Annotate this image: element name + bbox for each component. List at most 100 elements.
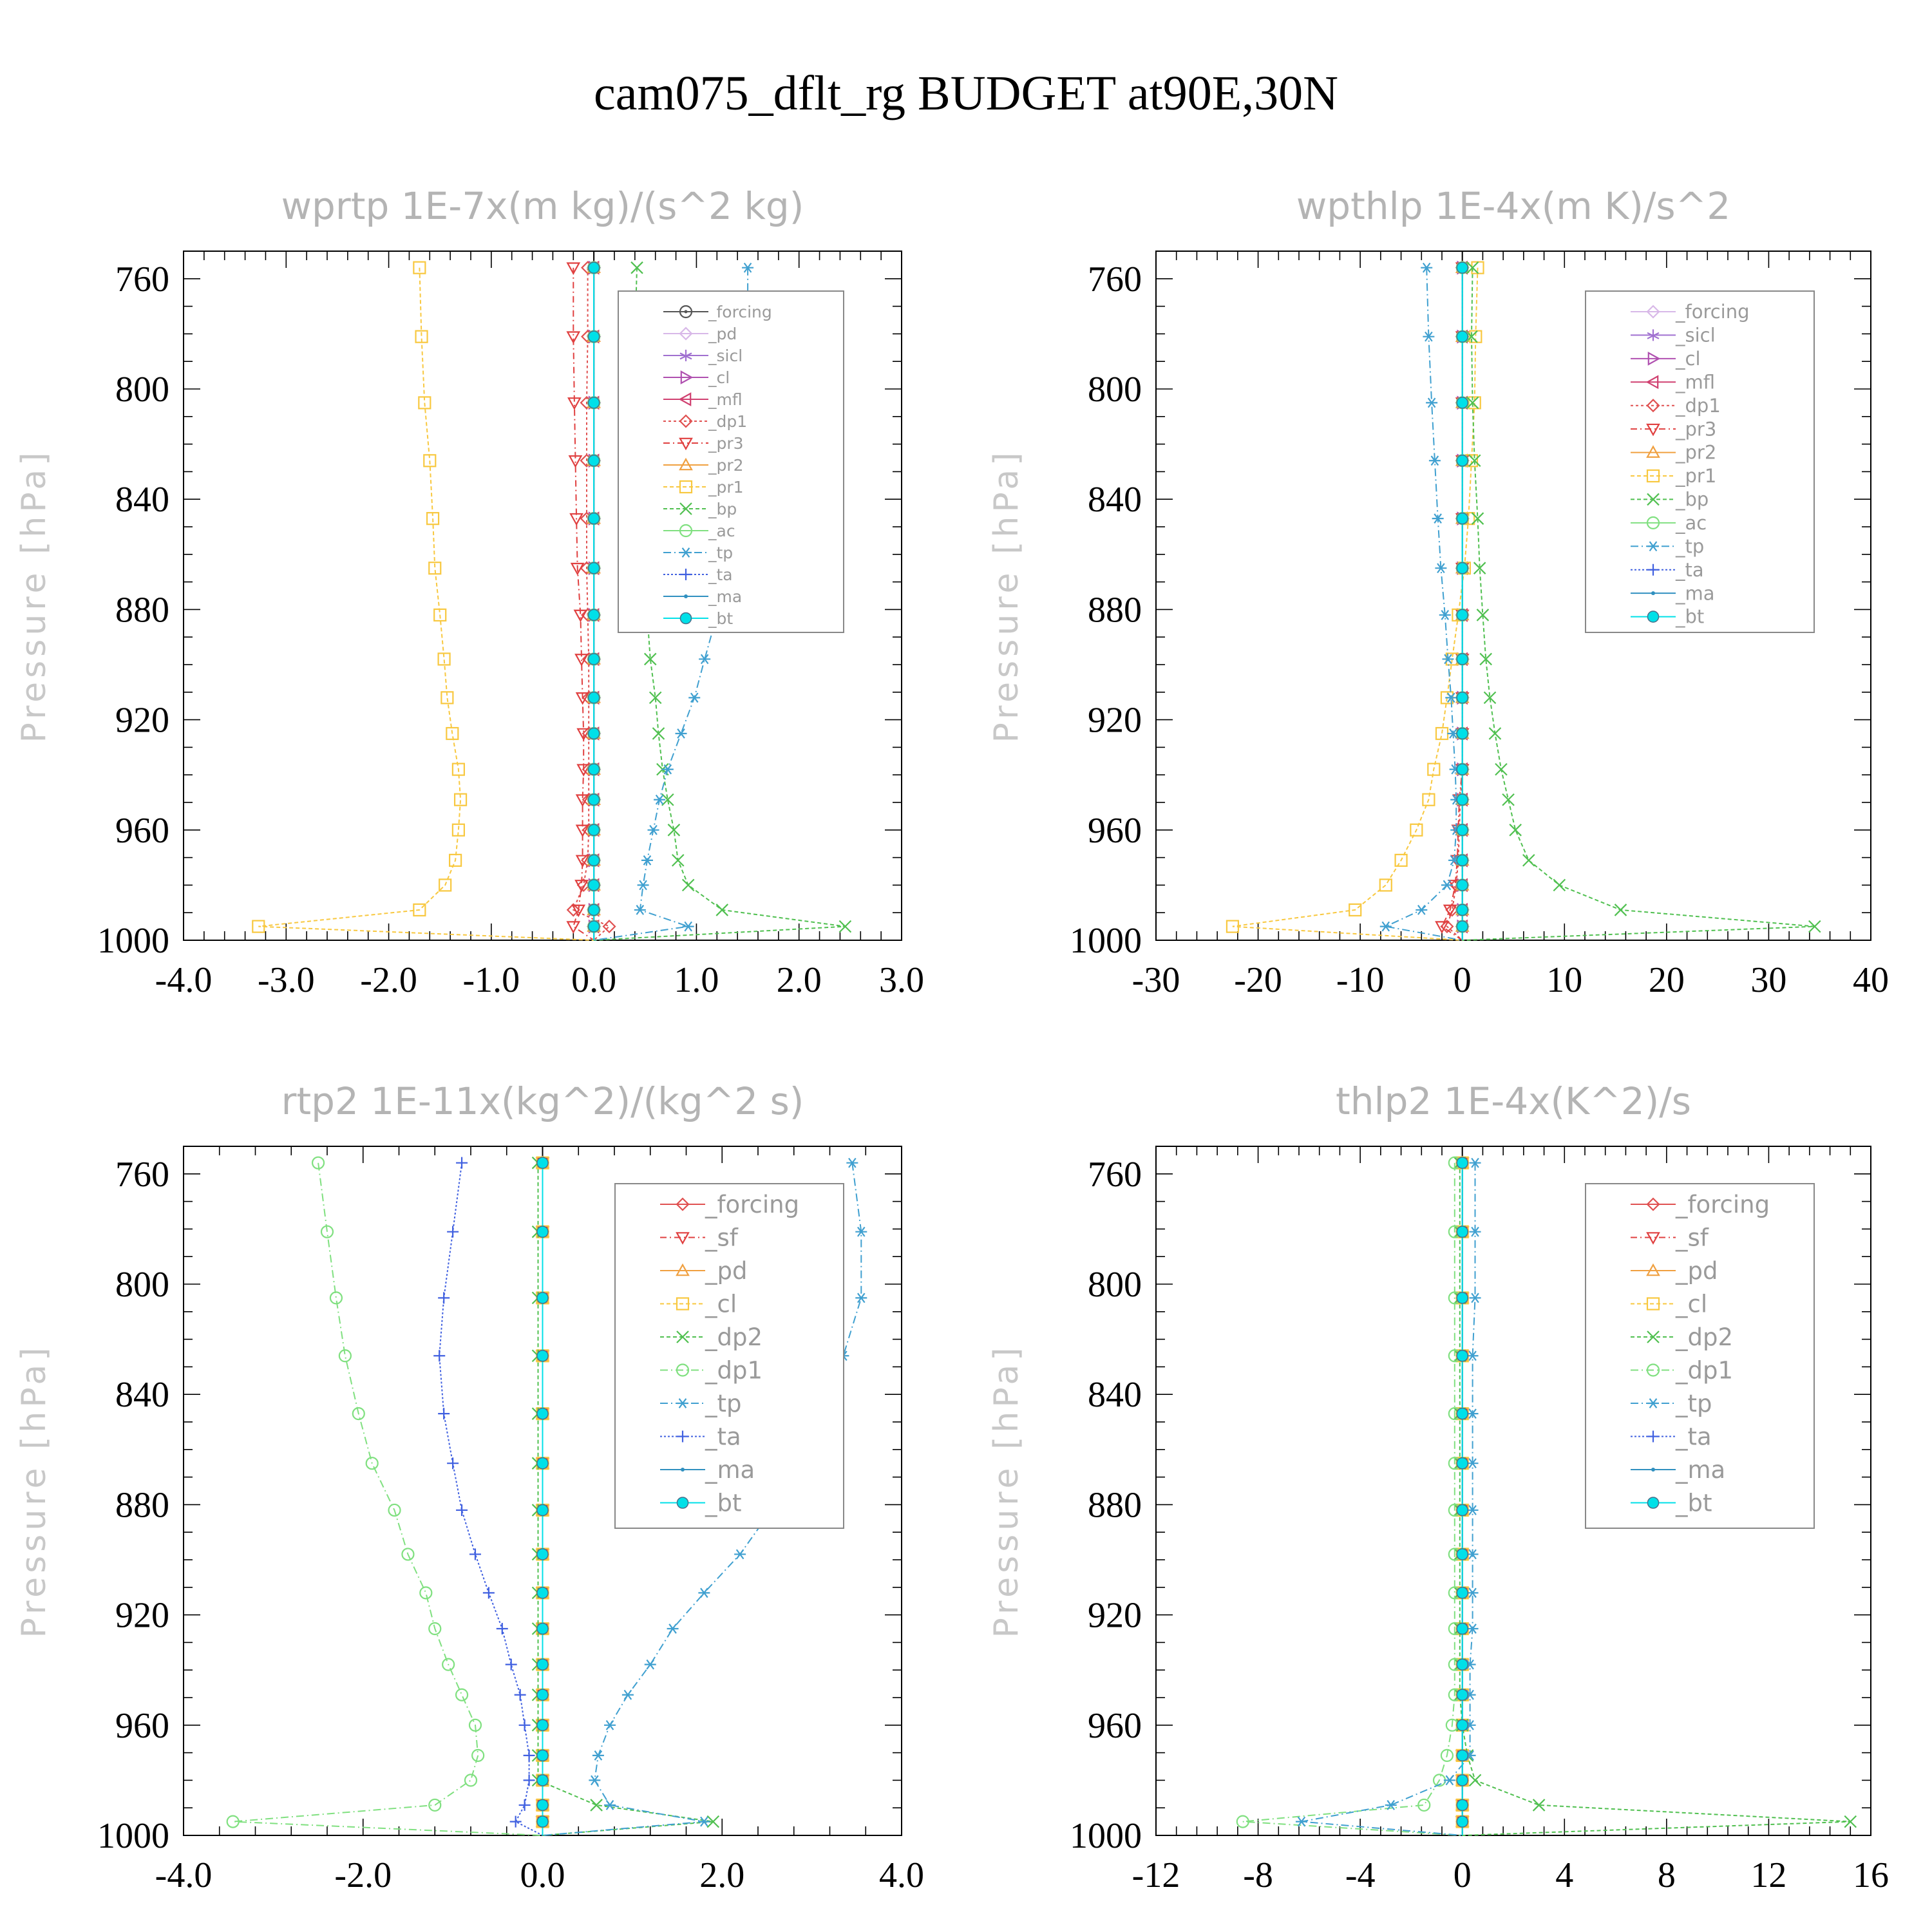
legend-item: _ac <box>663 522 735 540</box>
legend-marker <box>1646 1232 1660 1245</box>
legend-label: _dp1 <box>708 412 747 431</box>
data-point <box>1456 1799 1469 1812</box>
plot-frame <box>1155 251 1871 941</box>
legend-item: _pr1 <box>1631 465 1716 487</box>
series-line <box>1383 267 1463 941</box>
series-bt <box>587 261 600 940</box>
data-point <box>440 691 454 705</box>
data-point <box>574 880 589 893</box>
data-point <box>1456 1622 1469 1635</box>
y-tick-label: 880 <box>115 1485 169 1525</box>
series-tp <box>1295 1157 1481 1836</box>
series-ta <box>433 1157 543 1836</box>
legend-marker <box>679 524 693 538</box>
data-point <box>1456 1457 1469 1470</box>
data-point <box>536 1157 549 1169</box>
legend-label: _bt <box>708 609 733 628</box>
legend-marker <box>1647 351 1661 366</box>
data-point <box>464 1774 478 1787</box>
data-point <box>447 1226 459 1238</box>
legend: _forcing _pd _sicl _cl _mfl _dp1 _pr3 _pr2 _pr1 _… <box>618 290 844 633</box>
x-tick-label: 4 <box>1555 1855 1573 1895</box>
x-tick-label: 4.0 <box>879 1855 924 1895</box>
data-point <box>698 1587 710 1598</box>
legend-item: _cl <box>660 1290 737 1318</box>
data-point <box>536 1719 549 1732</box>
series-bp <box>1462 261 1821 941</box>
data-point <box>575 692 590 705</box>
x-tick-label: -4.0 <box>155 1855 213 1895</box>
data-point <box>468 1718 482 1732</box>
y-tick-label: 1000 <box>97 921 169 961</box>
series-line <box>1459 1162 1851 1836</box>
data-point <box>433 608 447 622</box>
legend-marker <box>677 1430 688 1443</box>
legend-marker <box>679 480 693 494</box>
data-point <box>1466 1458 1479 1469</box>
legend-marker <box>1647 564 1659 576</box>
data-point <box>1479 652 1492 666</box>
data-point <box>846 1157 858 1168</box>
data-point <box>1432 513 1444 524</box>
legend-item: _dp2 <box>660 1323 762 1351</box>
legend-item: _ta <box>1631 559 1704 581</box>
data-point <box>587 824 600 837</box>
data-point <box>1435 563 1447 574</box>
data-point <box>643 652 657 666</box>
data-point <box>587 653 600 665</box>
data-point <box>1465 330 1478 343</box>
legend-marker <box>679 327 693 341</box>
data-point <box>536 1504 549 1517</box>
legend-marker <box>1647 329 1660 341</box>
data-point <box>575 794 590 807</box>
data-point <box>509 1815 522 1828</box>
legend-item: _ta <box>660 1423 741 1450</box>
panel-title: rtp2 1E-11x(kg^2)/(kg^2 s) <box>281 1079 804 1123</box>
data-point <box>536 1689 549 1701</box>
panel-2: wpthlp 1E-4x(m K)/s^2 Pressure [hPa] 760 80… <box>987 184 1889 1000</box>
legend-marker <box>680 370 694 384</box>
x-tick-label: -2.0 <box>334 1855 392 1895</box>
data-point <box>587 609 600 621</box>
legend-marker <box>684 594 688 598</box>
legend-label: _bp <box>708 500 737 518</box>
data-point <box>1456 609 1469 621</box>
data-point <box>433 1350 446 1362</box>
data-point <box>1443 904 1457 918</box>
x-tick-label: 12 <box>1750 1855 1786 1895</box>
data-point <box>1379 921 1392 932</box>
legend-label: _pd <box>708 325 737 343</box>
y-tick-label: 920 <box>1088 701 1142 741</box>
y-tick-label: 880 <box>1088 1485 1142 1525</box>
data-point <box>428 1798 442 1812</box>
data-point <box>1456 562 1469 574</box>
data-point <box>698 1816 710 1827</box>
legend-label: _ma <box>1675 582 1715 604</box>
data-point <box>587 854 600 867</box>
data-point <box>518 1719 531 1731</box>
y-tick-label: 800 <box>115 370 169 410</box>
x-tick-label: -3.0 <box>258 960 315 1000</box>
data-point <box>252 920 265 933</box>
data-point <box>1456 330 1469 343</box>
y-tick-label: 800 <box>1088 370 1142 410</box>
legend-item: _bt <box>1631 1489 1712 1517</box>
legend-item: _tp <box>1631 535 1704 557</box>
legend-marker <box>1646 305 1660 319</box>
data-point <box>1468 1774 1482 1787</box>
data-point <box>1469 1226 1481 1237</box>
legend-label: _pr2 <box>1675 442 1716 464</box>
data-point <box>1445 903 1459 917</box>
data-point <box>413 903 426 917</box>
data-point <box>855 1293 867 1303</box>
data-point <box>587 920 600 933</box>
y-tick-label: 880 <box>115 590 169 630</box>
data-point <box>575 855 590 868</box>
data-point <box>1456 1815 1469 1828</box>
series-group <box>1226 260 1821 941</box>
series-line <box>537 1162 714 1836</box>
data-point <box>423 454 437 468</box>
data-point <box>226 1815 240 1828</box>
data-point <box>587 397 600 409</box>
panel-title: wpthlp 1E-4x(m K)/s^2 <box>1296 184 1730 228</box>
